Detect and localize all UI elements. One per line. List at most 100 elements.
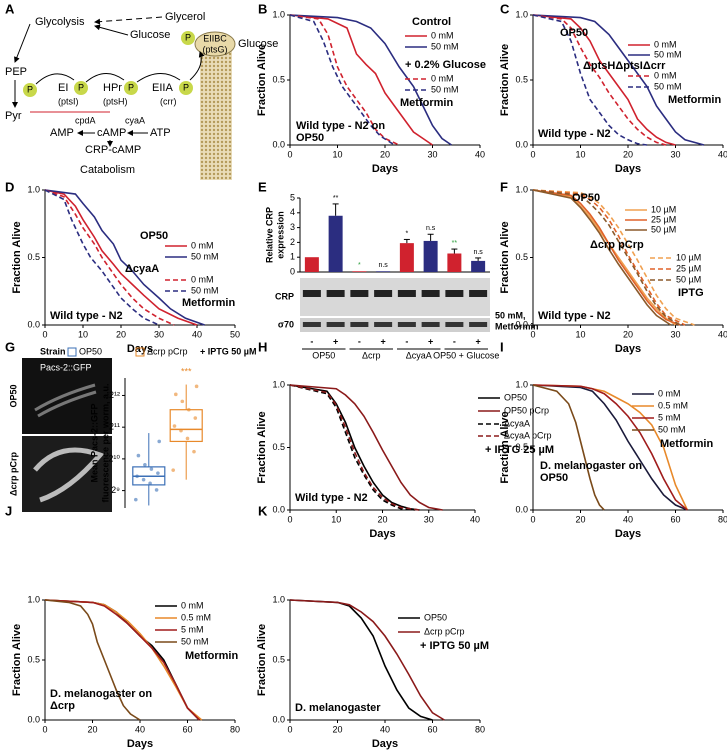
point [174, 392, 178, 397]
x-tick-label: 0 [42, 724, 47, 734]
significance: * [406, 230, 409, 237]
legend-label: 50 mM [654, 49, 682, 59]
y-tick-label: 0.0 [27, 714, 40, 724]
legend-label: 10 µM [651, 204, 676, 214]
legend-label: ΔcyaA pCrp [504, 430, 552, 440]
legend-label: 0 mM [191, 274, 214, 284]
legend-title: + IPTG 25 µM [485, 444, 554, 456]
y-tick-label: 0.0 [515, 504, 528, 514]
y-axis-title: expression [275, 211, 285, 259]
x-tick-label: 0 [287, 514, 292, 524]
y-tick-label: 0.0 [272, 714, 285, 724]
legend-extra: + IPTG 50 µM [200, 346, 256, 356]
x-tick-label: 40 [192, 329, 202, 339]
label: HPr [103, 82, 122, 94]
legend-title: Metformin [185, 650, 238, 662]
legend-label: 50 mM [181, 636, 209, 646]
label: (ptsH) [103, 96, 128, 106]
point [156, 471, 160, 475]
label: (crr) [160, 96, 177, 106]
survival-curve [532, 384, 688, 511]
bar [423, 240, 438, 272]
x-tick-label: 0 [530, 329, 535, 339]
panel-label: G [5, 339, 15, 354]
x-tick-label: 40 [380, 724, 390, 734]
panel-label: J [5, 503, 12, 518]
blot-band [421, 290, 440, 297]
y-tick-label: 2¹⁰ [108, 453, 120, 463]
blot-band [302, 322, 321, 327]
x-tick-label: 80 [475, 724, 485, 734]
panel-label: B [258, 1, 267, 16]
annotation: OP50 [540, 472, 568, 484]
y-tick-label: 5 [290, 192, 295, 202]
panel-label: A [5, 1, 15, 16]
y-axis-title: Fraction Alive [11, 624, 23, 696]
y-tick-label: 1.0 [515, 9, 528, 19]
legend-label: 50 mM [191, 285, 219, 295]
x-tick-label: 10 [78, 329, 88, 339]
y-tick-label: 0.5 [272, 654, 285, 664]
y-tick-label: 2¹² [109, 390, 120, 400]
label: PEP [5, 66, 27, 78]
legend-label: OP50 [504, 392, 527, 402]
label: Catabolism [80, 164, 135, 176]
point [194, 384, 199, 389]
legend-swatch [67, 347, 77, 357]
survival-curve [532, 14, 705, 146]
x-tick-label: - [310, 336, 313, 346]
x-axis-title: Days [615, 163, 641, 175]
legend-title: Metformin [660, 438, 713, 450]
y-tick-label: 3 [290, 222, 295, 232]
worm [34, 383, 97, 418]
group-label: ΔcyaA [406, 350, 432, 360]
group-label: OP50 + Glucose [433, 350, 499, 360]
label: Glycerol [165, 11, 205, 23]
survival-curve [289, 14, 433, 146]
y-tick-label: 1.0 [515, 184, 528, 194]
legend-label: 50 mM [658, 424, 686, 434]
y-tick-label: 0.5 [27, 252, 40, 262]
survival-curve [44, 189, 160, 326]
y-tick-label: 0 [290, 266, 295, 276]
point [143, 462, 147, 467]
y-tick-label: 0.5 [515, 74, 528, 84]
blot-band [469, 290, 488, 297]
legend-title: ΔptsHΔptsIΔcrr [583, 60, 666, 72]
x-tick-label: 20 [116, 329, 126, 339]
legend-label: 25 µM [676, 263, 701, 273]
survival-curve [44, 189, 205, 326]
point [157, 439, 161, 444]
survival-curve [532, 189, 672, 326]
survival-curve [44, 189, 198, 326]
survival-curve [289, 14, 400, 146]
point [171, 468, 175, 472]
x-tick-label: 60 [670, 514, 680, 524]
annotation: Wild type - N2 on [296, 120, 385, 132]
y-axis-title: Fraction Alive [256, 624, 268, 696]
x-tick-label: 0 [530, 514, 535, 524]
legend-label: 0 mM [654, 70, 677, 80]
x-tick-label: 30 [427, 149, 437, 159]
legend-title: ΔcyaA [125, 263, 159, 275]
blot-band [421, 322, 440, 327]
legend-label: OP50 pCrp [504, 405, 549, 415]
x-tick-label: 20 [575, 514, 585, 524]
label: P [27, 84, 33, 94]
x-tick-label: 80 [718, 514, 727, 524]
point [148, 481, 152, 486]
survival-curve [532, 189, 686, 326]
panel-label: E [258, 179, 267, 194]
label: P [185, 32, 191, 42]
point [134, 497, 138, 502]
x-tick-label: + [428, 336, 433, 346]
legend-title: Metformin [668, 94, 721, 106]
blot [300, 318, 490, 332]
y-axis-title: Fraction Alive [256, 44, 268, 116]
panel-label: C [500, 1, 510, 16]
microscopy: Pacs-2::GFP OP50 Δcrp pCrp [8, 358, 112, 512]
y-tick-label: 0.5 [515, 442, 528, 452]
x-tick-label: 20 [377, 514, 387, 524]
legend-label: 0 mM [191, 240, 214, 250]
survival-curve [532, 14, 667, 146]
